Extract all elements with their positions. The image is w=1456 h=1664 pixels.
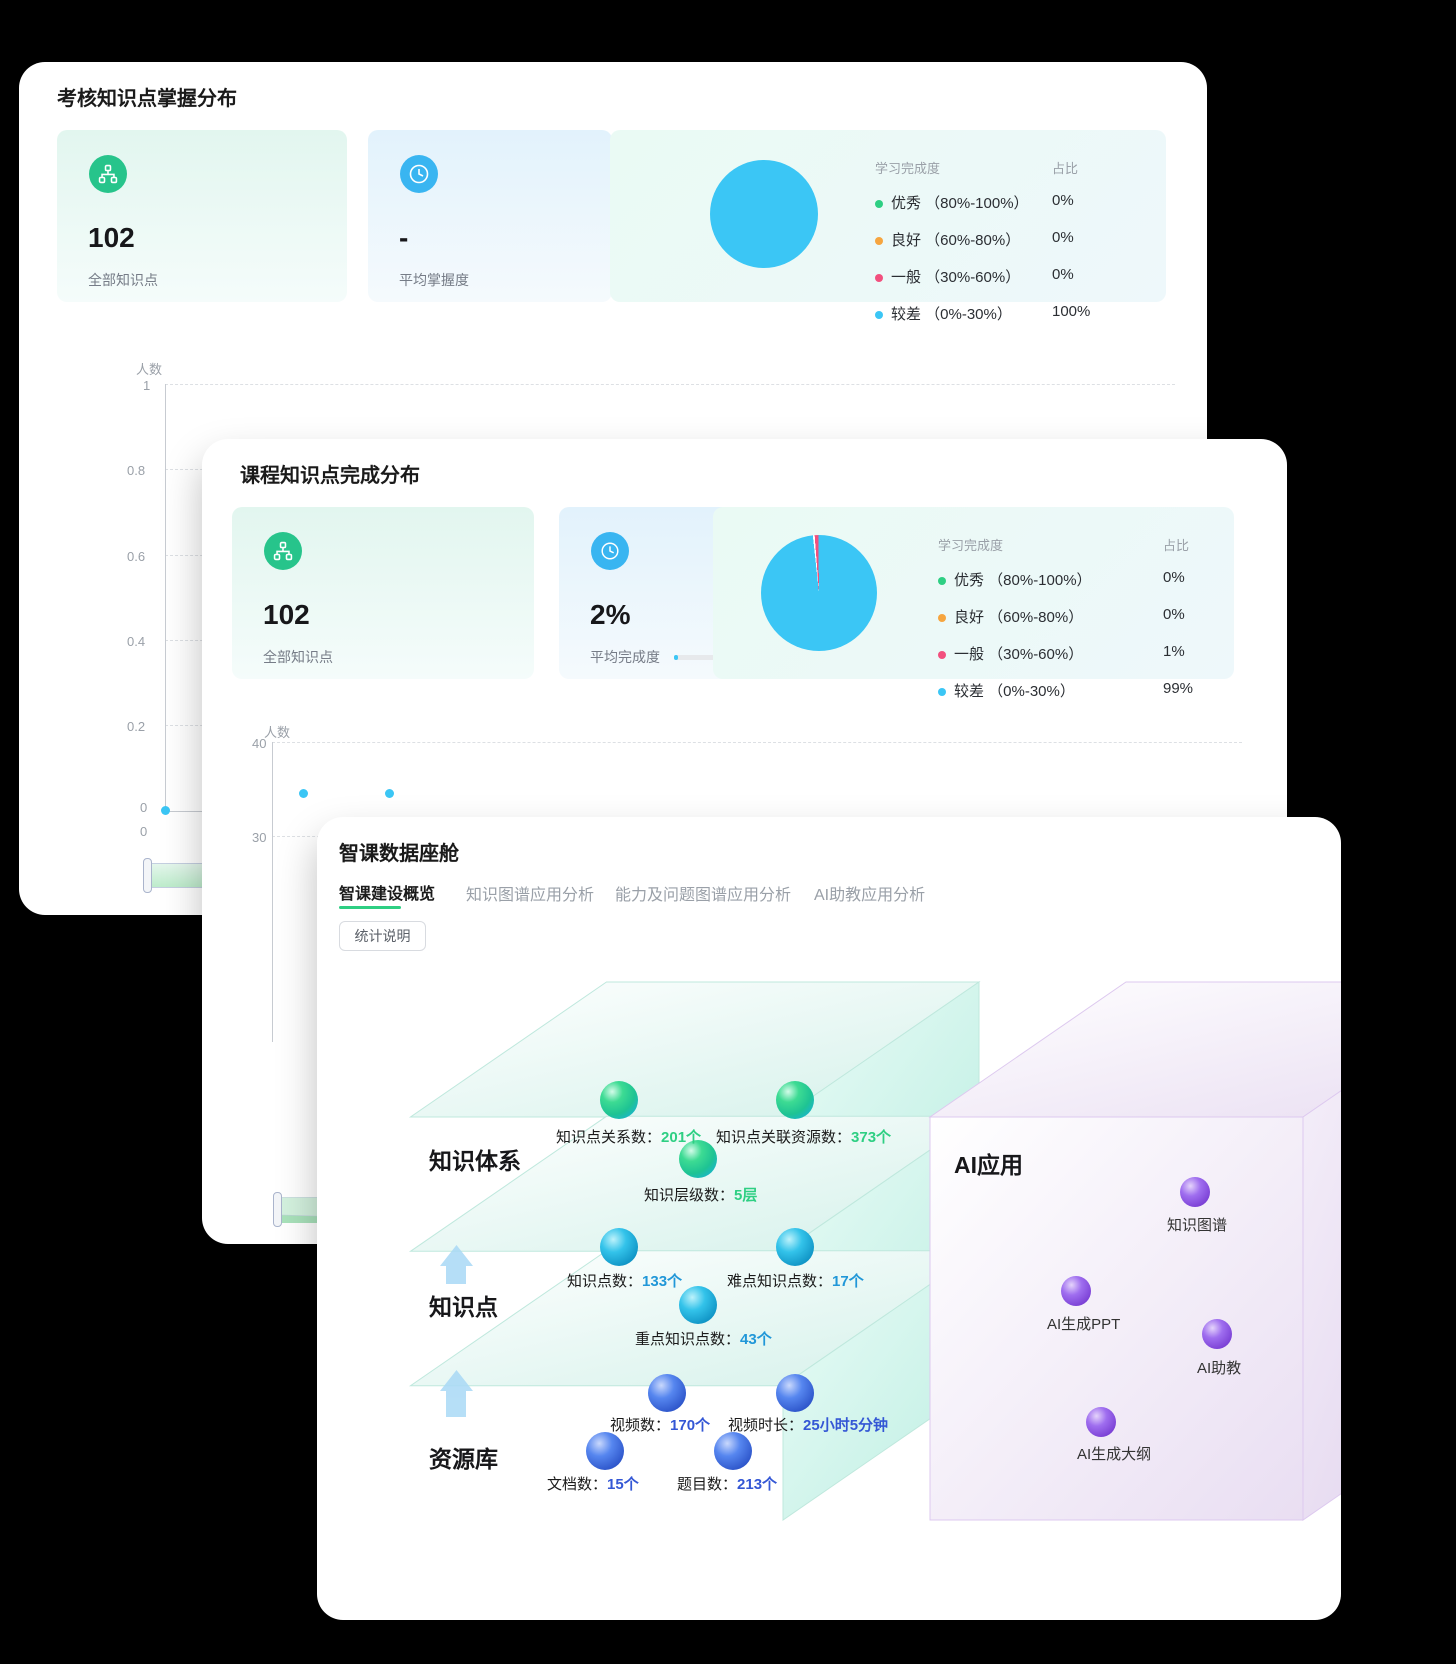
svg-text:知识点: 知识点 (429, 1294, 498, 1320)
svg-text:资源库: 资源库 (429, 1446, 498, 1472)
svg-text:知识体系: 知识体系 (429, 1148, 521, 1174)
svg-text:AI应用: AI应用 (954, 1152, 1023, 1178)
